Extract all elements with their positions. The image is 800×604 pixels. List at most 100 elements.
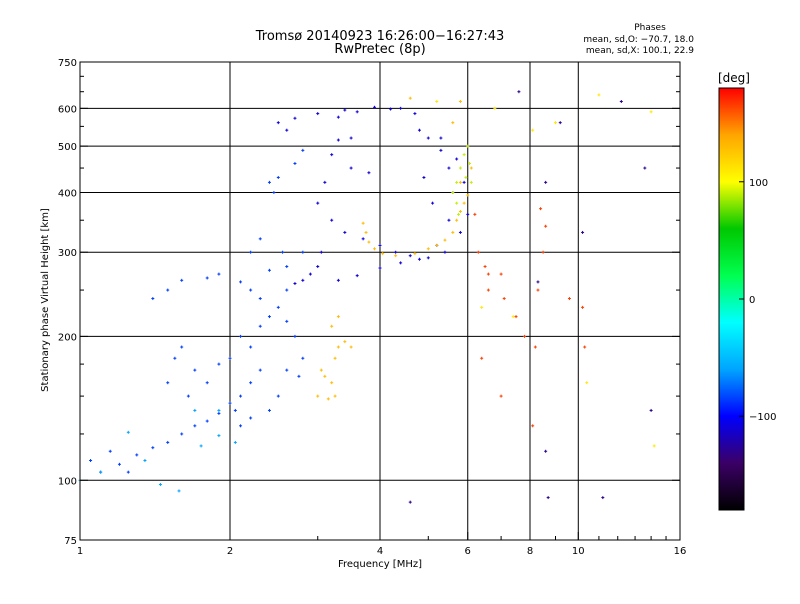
data-point xyxy=(544,449,548,453)
data-point xyxy=(408,254,412,258)
data-point xyxy=(343,108,347,112)
colorbar-tick-label: 100 xyxy=(749,178,768,189)
data-point xyxy=(373,247,377,251)
data-point xyxy=(173,356,177,360)
data-point xyxy=(330,381,334,385)
data-point xyxy=(267,180,271,184)
data-point xyxy=(301,148,305,152)
data-point xyxy=(399,261,403,265)
data-point xyxy=(373,105,377,109)
data-point xyxy=(585,381,589,385)
data-point xyxy=(267,408,271,412)
stats-x-mode: mean, sd,X: 100.1, 22.9 xyxy=(586,46,694,56)
data-point xyxy=(439,148,443,152)
data-point xyxy=(166,440,170,444)
data-point xyxy=(597,93,601,97)
data-point xyxy=(364,230,368,234)
data-point xyxy=(193,408,197,412)
data-point xyxy=(443,250,447,254)
data-point xyxy=(258,368,262,372)
data-point xyxy=(567,297,571,301)
data-point xyxy=(166,381,170,385)
data-point xyxy=(451,230,455,234)
data-point xyxy=(285,265,289,269)
data-point xyxy=(458,230,462,234)
data-point xyxy=(276,121,280,125)
data-point xyxy=(205,419,209,423)
data-point xyxy=(476,250,480,254)
data-point xyxy=(336,345,340,349)
data-point xyxy=(336,278,340,282)
data-point xyxy=(544,224,548,228)
data-point xyxy=(180,278,184,282)
data-point xyxy=(468,161,472,165)
data-point xyxy=(451,190,455,194)
data-point xyxy=(558,121,562,125)
data-point xyxy=(426,256,430,260)
colorbar-tick-label: 0 xyxy=(749,295,755,306)
data-point xyxy=(89,458,93,462)
data-point xyxy=(293,161,297,165)
data-point xyxy=(457,212,461,216)
data-point xyxy=(258,237,262,241)
data-point xyxy=(413,252,417,256)
data-point xyxy=(316,394,320,398)
data-point xyxy=(249,250,253,254)
data-point xyxy=(239,424,243,428)
data-point xyxy=(239,394,243,398)
x-tick-label: 6 xyxy=(465,546,471,557)
data-point xyxy=(267,315,271,319)
data-point xyxy=(126,430,130,434)
data-point xyxy=(466,144,470,148)
data-point xyxy=(523,334,527,338)
data-point xyxy=(316,112,320,116)
data-point xyxy=(601,496,605,500)
y-tick-label: 750 xyxy=(58,58,77,69)
data-point xyxy=(333,394,337,398)
data-point xyxy=(517,90,521,94)
data-point xyxy=(536,288,540,292)
data-point xyxy=(381,252,385,256)
data-point xyxy=(319,368,323,372)
data-point xyxy=(458,210,462,214)
data-point xyxy=(276,175,280,179)
data-point xyxy=(99,470,103,474)
data-point xyxy=(431,201,435,205)
data-point xyxy=(301,356,305,360)
data-point xyxy=(544,180,548,184)
data-point xyxy=(408,96,412,100)
data-point xyxy=(583,345,587,349)
axes-layer: 1 2 4 6 8 10 16 75 100 200 300 400 500 600 750 xyxy=(58,58,686,557)
data-point xyxy=(394,254,398,258)
data-point xyxy=(458,180,462,184)
data-point xyxy=(533,345,537,349)
y-tick-label: 200 xyxy=(58,332,77,343)
data-point xyxy=(581,230,585,234)
data-point xyxy=(480,356,484,360)
stats-heading: Phases xyxy=(634,23,666,33)
data-point xyxy=(469,166,473,170)
data-point xyxy=(413,112,417,116)
data-point xyxy=(336,315,340,319)
y-tick-label: 400 xyxy=(58,188,77,199)
data-point xyxy=(447,166,451,170)
data-point xyxy=(217,272,221,276)
data-point xyxy=(249,345,253,349)
x-axis-label: Frequency [MHz] xyxy=(338,559,422,570)
data-point xyxy=(239,280,243,284)
data-point xyxy=(323,180,327,184)
data-point xyxy=(285,368,289,372)
data-point xyxy=(464,175,468,179)
data-point xyxy=(408,500,412,504)
data-point xyxy=(455,218,459,222)
data-point xyxy=(355,110,359,114)
x-tick-label: 8 xyxy=(527,546,533,557)
data-points-layer xyxy=(78,90,656,504)
data-point xyxy=(394,250,398,254)
data-point xyxy=(499,272,503,276)
data-point xyxy=(180,345,184,349)
data-point xyxy=(151,297,155,301)
x-tick-label: 10 xyxy=(572,546,585,557)
data-point xyxy=(293,116,297,120)
